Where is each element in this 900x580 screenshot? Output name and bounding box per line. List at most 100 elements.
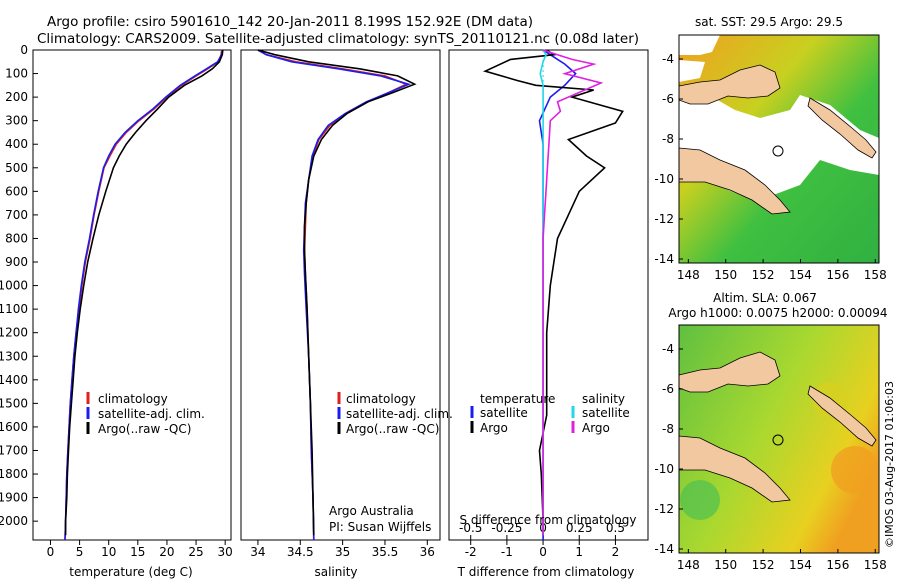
difference-legend: temperature satellite Argo salinity sate… — [470, 392, 630, 435]
longitude-tick-label: 158 — [864, 268, 887, 282]
depth-tick-label: 1300 — [0, 349, 28, 363]
latitude-tick-label: -6 — [662, 382, 674, 396]
sla-map-title-line1: Altim. SLA: 0.067 — [713, 291, 817, 305]
sst-cloud-mask — [679, 60, 705, 82]
latitude-tick-label: -6 — [662, 92, 674, 106]
legend-label-t-satellite: satellite — [480, 406, 528, 420]
temperature-x-tick-label: 20 — [159, 545, 174, 559]
t-difference-x-tick-label: 0 — [539, 545, 547, 559]
temperature-panel: 0100200300400500600700800900100011001200… — [0, 43, 233, 579]
legend-label-s-argo: Argo — [582, 421, 610, 435]
temperature-xlabel: temperature (deg C) — [69, 565, 192, 579]
legend-label-climatology: climatology — [98, 392, 168, 406]
depth-tick-label: 900 — [5, 255, 28, 269]
longitude-tick-label: 150 — [714, 558, 737, 572]
longitude-tick-label: 154 — [789, 268, 812, 282]
t-difference-x-tick-label: -2 — [465, 545, 477, 559]
depth-tick-label: 1000 — [0, 279, 28, 293]
land-new-ireland — [807, 385, 877, 447]
s-difference-x-tick-label: 0.5 — [606, 521, 625, 535]
depth-tick-label: 1100 — [0, 302, 28, 316]
s-difference-x-tick-label: 0.25 — [566, 521, 593, 535]
sst-map-axes: 148 150 152 154 156 158 -4 -6 -8 -10 -12 -14 — [654, 52, 886, 282]
longitude-tick-label: 154 — [789, 558, 812, 572]
legend-label-t-argo: Argo — [480, 421, 508, 435]
sla-map-title-line2: Argo h1000: 0.0075 h2000: 0.00094 — [668, 306, 887, 320]
salinity-legend: climatology satellite-adj. clim. Argo(..… — [337, 392, 453, 436]
depth-tick-label: 1700 — [0, 443, 28, 457]
depth-tick-label: 600 — [5, 184, 28, 198]
land-new-guinea — [678, 351, 781, 393]
legend-header-salinity: salinity — [582, 392, 625, 406]
depth-tick-label: 1500 — [0, 396, 28, 410]
temperature-x-tick-label: 5 — [76, 545, 84, 559]
salinity-panel: 34 34.5 35 35.5 36 salinity climatology sate… — [240, 49, 453, 579]
t-difference-x-tick-label: 1 — [575, 545, 583, 559]
legend-label-satellite: satellite-adj. clim. — [346, 407, 453, 421]
t-difference-x-tick-label: -1 — [501, 545, 513, 559]
latitude-tick-label: -14 — [654, 542, 674, 556]
difference-panel: -2 -1 0 1 2 -0.5 -0.25 0 0.25 0.5 T difference f… — [448, 49, 649, 579]
latitude-tick-label: -4 — [662, 342, 674, 356]
series-t-argo — [482, 49, 624, 536]
sla-field — [679, 325, 879, 553]
longitude-tick-label: 158 — [864, 558, 887, 572]
longitude-tick-label: 156 — [826, 268, 849, 282]
depth-tick-label: 200 — [5, 90, 28, 104]
legend-label-argo: Argo(..raw -QC) — [98, 422, 191, 436]
temperature-plot-frame — [32, 49, 232, 541]
longitude-tick-label: 148 — [677, 268, 700, 282]
sla-map-axes: 148 150 152 154 156 158 -4 -6 -8 -10 -12 -14 — [654, 342, 886, 572]
legend-label-satellite: satellite-adj. clim. — [98, 407, 205, 421]
temperature-x-tick-label: 10 — [101, 545, 116, 559]
imos-credit: ©IMOS 03-Aug-2017 01:06:03 — [883, 381, 896, 548]
series-argo-raw-qc- — [64, 49, 224, 536]
series-s-argo — [542, 49, 604, 536]
temperature-x-axis: 0 5 10 15 20 25 30 — [47, 540, 233, 559]
temperature-x-tick-label: 25 — [188, 545, 203, 559]
sla-map-frame — [678, 324, 880, 554]
depth-tick-label: 1200 — [0, 326, 28, 340]
credit-pi: PI: Susan Wijffels — [329, 520, 431, 534]
latitude-tick-label: -14 — [654, 252, 674, 266]
salinity-x-tick-label: 34 — [250, 545, 265, 559]
difference-plot-frame — [448, 49, 649, 541]
salinity-x-tick-label: 35.5 — [372, 545, 399, 559]
sla-anomaly — [831, 446, 879, 494]
depth-axis: 0 100 200 300 400 500 600 700 800 900 1000 1100 1200… — [0, 43, 38, 528]
credit-org: Argo Australia — [329, 504, 414, 518]
sst-cloud-mask — [679, 35, 720, 55]
longitude-tick-label: 148 — [677, 558, 700, 572]
salinity-x-tick-label: 34.5 — [287, 545, 314, 559]
depth-tick-label: 400 — [5, 137, 28, 151]
depth-tick-label: 500 — [5, 161, 28, 175]
salinity-x-axis: 34 34.5 35 35.5 36 — [250, 540, 435, 559]
sla-anomaly — [680, 480, 720, 520]
t-difference-xlabel: T difference from climatology — [457, 565, 635, 579]
salinity-lines — [257, 49, 417, 541]
depth-tick-label: 2000 — [0, 514, 28, 528]
figure-title-line2: Climatology: CARS2009. Satellite-adjuste… — [37, 31, 639, 47]
temperature-x-tick-label: 30 — [218, 545, 233, 559]
longitude-tick-label: 152 — [752, 558, 775, 572]
salinity-x-tick-label: 36 — [420, 545, 435, 559]
latitude-tick-label: -4 — [662, 52, 674, 66]
depth-tick-label: 1800 — [0, 467, 28, 481]
land-new-guinea — [678, 64, 781, 105]
sla-map-panel: Altim. SLA: 0.067 Argo h1000: 0.0075 h20… — [654, 291, 887, 572]
longitude-tick-label: 150 — [714, 268, 737, 282]
temperature-x-tick-label: 0 — [47, 545, 55, 559]
depth-tick-label: 1900 — [0, 491, 28, 505]
salinity-x-tick-label: 35 — [335, 545, 350, 559]
temperature-x-tick-label: 15 — [130, 545, 145, 559]
s-difference-xlabel: S difference from climatology — [460, 513, 637, 527]
legend-label-s-satellite: satellite — [582, 406, 630, 420]
legend-label-climatology: climatology — [346, 392, 416, 406]
depth-tick-label: 1400 — [0, 373, 28, 387]
depth-tick-label: 0 — [20, 43, 28, 57]
land-papua-peninsula — [678, 147, 791, 215]
sst-map-frame — [678, 34, 880, 264]
figure-title-line1: Argo profile: csiro 5901610_142 20-Jan-2… — [47, 14, 533, 30]
argo-float-marker — [772, 145, 784, 157]
